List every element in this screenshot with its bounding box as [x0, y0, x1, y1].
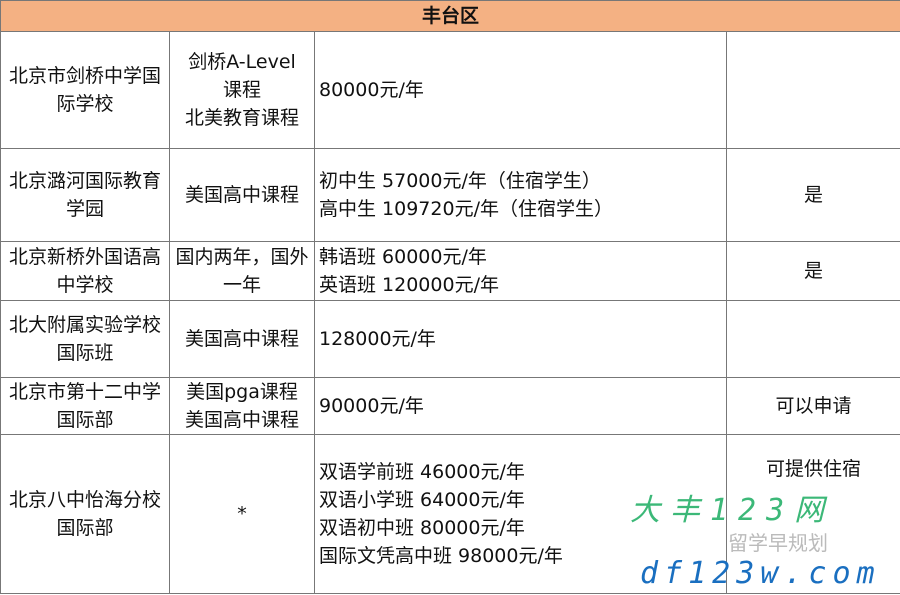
school-name: 北京潞河国际教育学园	[0, 148, 170, 242]
curriculum: 国内两年，国外一年	[169, 241, 315, 301]
curriculum-line: 北美教育课程	[184, 107, 299, 129]
tuition-fee: 80000元/年	[314, 31, 727, 149]
fee-line: 英语班 120000元/年	[319, 274, 499, 296]
boarding: 可以申请	[725, 377, 900, 435]
tuition-fee: 90000元/年	[314, 377, 727, 435]
school-name: 北京新桥外国语高中学校	[0, 241, 170, 301]
fee-line: 双语初中班 80000元/年	[319, 517, 525, 539]
school-name: 北京市第十二中学国际部	[0, 377, 170, 435]
fee-line: 双语学前班 46000元/年	[319, 461, 525, 483]
curriculum-line: *	[237, 503, 247, 525]
boarding	[725, 31, 900, 149]
table-row: 北京新桥外国语高中学校 国内两年，国外一年 韩语班 60000元/年 英语班 1200…	[0, 241, 900, 301]
table-header: 丰台区	[0, 0, 900, 32]
curriculum: 剑桥A-Level 课程北美教育课程	[169, 31, 315, 149]
boarding: 是	[725, 148, 900, 242]
curriculum-line: 美国高中课程	[184, 184, 299, 206]
table-row: 北京市剑桥中学国际学校 剑桥A-Level 课程北美教育课程 80000元/年	[0, 31, 900, 149]
fee-line: 国际文凭高中班 98000元/年	[319, 545, 563, 567]
table-row: 北京市第十二中学国际部 美国pga课程 美国高中课程 90000元/年 可以申请	[0, 377, 900, 435]
curriculum: 美国pga课程 美国高中课程	[169, 377, 315, 435]
fee-line: 80000元/年	[319, 79, 424, 101]
school-name: 北大附属实验学校国际班	[0, 300, 170, 378]
table-row: 北京八中怡海分校国际部 * 双语学前班 46000元/年 双语小学班 64000元/年…	[0, 434, 900, 594]
boarding: 是	[725, 241, 900, 301]
watermark-url: df123w.com	[640, 556, 881, 591]
curriculum: *	[169, 434, 315, 594]
curriculum-line: 美国高中课程	[184, 328, 299, 350]
fee-line: 韩语班 60000元/年	[319, 246, 487, 268]
tuition-fee: 双语学前班 46000元/年 双语小学班 64000元/年 双语初中班 80000元…	[314, 434, 727, 594]
tuition-fee: 韩语班 60000元/年 英语班 120000元/年	[314, 241, 727, 301]
fee-line: 高中生 109720元/年（住宿学生）	[319, 198, 613, 220]
school-name: 北京市剑桥中学国际学校	[0, 31, 170, 149]
table-row: 北京潞河国际教育学园 美国高中课程 初中生 57000元/年（住宿学生） 高中生 10…	[0, 148, 900, 242]
watermark-wechat: 留学早规划	[728, 531, 828, 555]
fee-line: 初中生 57000元/年（住宿学生）	[319, 170, 601, 192]
tuition-fee: 128000元/年	[314, 300, 727, 378]
boarding: 可提供住宿	[725, 434, 900, 594]
table-row: 北大附属实验学校国际班 美国高中课程 128000元/年	[0, 300, 900, 378]
curriculum: 美国高中课程	[169, 300, 315, 378]
boarding	[725, 300, 900, 378]
curriculum: 美国高中课程	[169, 148, 315, 242]
tuition-fee: 初中生 57000元/年（住宿学生） 高中生 109720元/年（住宿学生）	[314, 148, 727, 242]
curriculum-line: 剑桥A-Level	[188, 51, 296, 73]
curriculum-line: 美国pga课程	[186, 381, 298, 403]
curriculum-line: 国内两年，国外一年	[175, 246, 309, 296]
district-title: 丰台区	[0, 0, 900, 32]
curriculum-line: 美国高中课程	[184, 409, 299, 431]
fee-line: 90000元/年	[319, 395, 424, 417]
curriculum-line: 课程	[222, 79, 261, 101]
fee-line: 双语小学班 64000元/年	[319, 489, 525, 511]
watermark-logo: 大丰123网	[630, 493, 835, 528]
school-name: 北京八中怡海分校国际部	[0, 434, 170, 594]
fee-line: 128000元/年	[319, 328, 436, 350]
